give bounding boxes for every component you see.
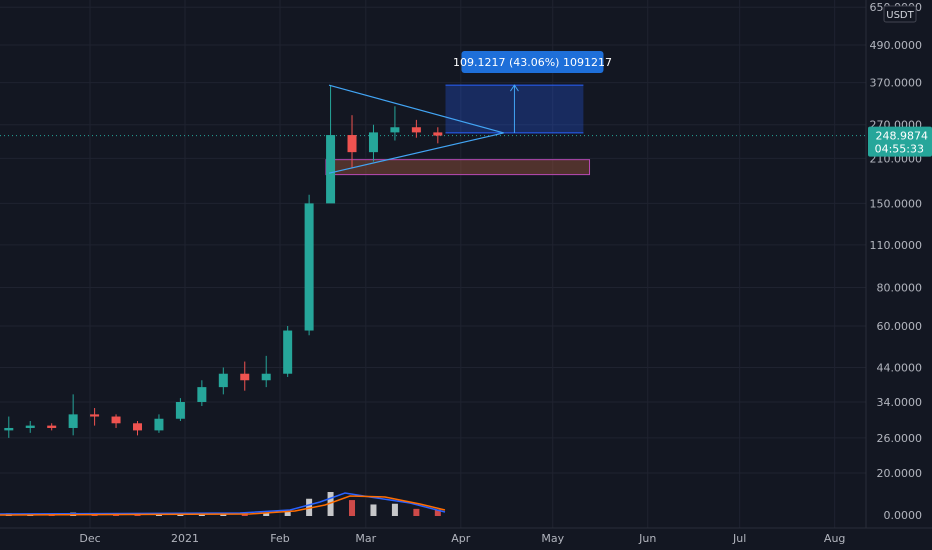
y-tick-label: 34.0000 [877,396,923,409]
volume-bar [327,492,334,516]
volume-layer [0,492,446,516]
last-price-label: 248.9874 [876,130,929,143]
y-tick-label: 80.0000 [877,282,923,295]
volume-bar [391,503,398,516]
candle-body [111,416,121,424]
price-axis[interactable]: 20.0000 26.0000 34.0000 44.0000 60.0000 80.00… [865,0,932,550]
y-tick-label: 110.0000 [870,239,923,252]
candle-body [218,373,228,388]
x-tick-label: Dec [79,532,100,545]
y-tick-label: 26.0000 [877,432,923,445]
candle-body [133,423,142,431]
currency-badge[interactable] [883,5,917,23]
y-tick-label: 370.0000 [870,77,923,90]
volume-bar [413,508,420,516]
y-tick-label: 150.0000 [870,197,923,210]
candle-body [433,132,443,136]
x-tick-label: Apr [451,532,471,545]
candle-body [347,135,357,153]
x-tick-label: Jun [638,532,656,545]
volume-bar [349,500,356,516]
y-zero-label: 0.0000 [884,509,923,522]
triangle-lower-line[interactable] [328,132,504,174]
y-tick-label: 20.0000 [877,467,923,480]
candle-body [4,427,14,431]
candle-body [283,330,293,374]
volume-bar [370,504,377,516]
volume-bar [306,498,313,516]
volume-ma-blue [0,492,446,515]
price-axis-panel[interactable] [866,0,932,550]
x-tick-label: 2021 [171,532,199,545]
currency-badge-label: USDT [886,10,914,21]
candle-body [175,401,185,419]
last-price-badge [868,126,932,157]
measure-label-box [461,51,604,73]
candle-body [261,373,271,381]
time-axis-panel[interactable] [0,528,932,550]
volume-bar [284,511,291,516]
candle-body [25,425,35,428]
x-tick-label: Aug [824,532,845,545]
support-zone[interactable] [325,159,591,176]
y-tick-label: 60.0000 [877,320,923,333]
candle-body [197,387,207,402]
candle-body [411,127,421,133]
candle-body [154,418,164,431]
x-tick-label: Feb [270,532,289,545]
candle-body [240,373,250,381]
candle-body [47,425,57,428]
time-axis[interactable]: Dec 2021 Feb Mar Apr May Jun Jul Aug [0,527,932,550]
x-tick-label: May [541,532,564,545]
candle-body [326,135,336,204]
candle-body [390,127,400,133]
triangle-upper-line[interactable] [328,84,504,134]
volume-bar [263,512,270,516]
countdown-label: 04:55:33 [875,143,924,156]
x-tick-label: Jul [732,532,746,545]
x-tick-label: Mar [355,532,376,545]
grid-lines [0,0,866,528]
drawings-layer: 109.1217 (43.06%) 1091217 [328,51,612,174]
measure-label: 109.1217 (43.06%) 1091217 [453,56,612,69]
y-tick-label: 44.0000 [877,362,923,375]
volume-ma-orange [0,495,446,516]
y-tick-label: 490.0000 [870,39,923,52]
volume-bar [434,509,441,516]
measure-arrow-head [510,84,519,92]
candle-body [90,414,100,417]
candle-body [304,203,314,331]
candle-body [68,414,78,428]
candle-body [368,132,378,153]
candles-layer [4,85,443,438]
